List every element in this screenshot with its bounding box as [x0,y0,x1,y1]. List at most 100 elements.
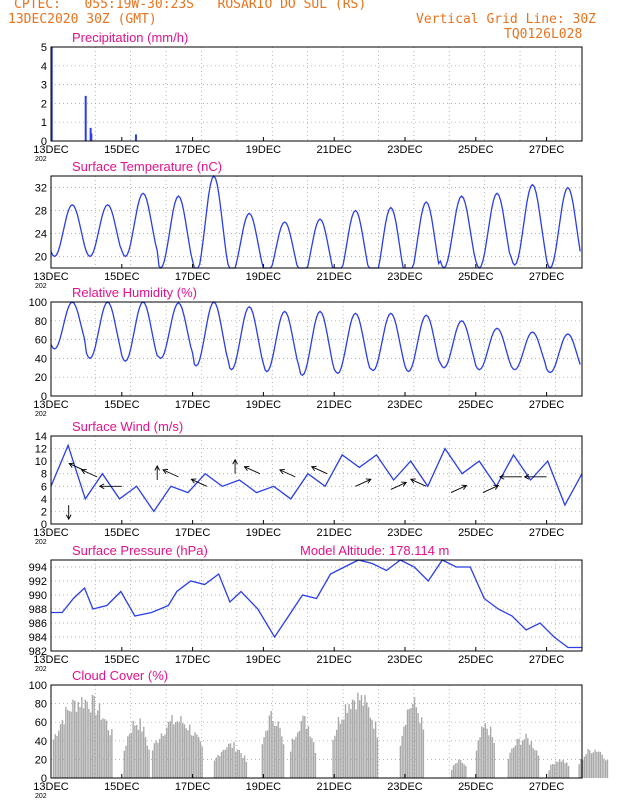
y-tick-label: 0 [41,391,47,403]
cloud-cover-bar [362,705,364,778]
wind-vector [244,466,261,475]
cloud-cover-bar [520,744,522,778]
cloud-cover-bar [217,754,219,778]
precip-bar [90,133,93,141]
cloud-cover-bar [196,734,198,778]
x-tick-label: 23DEC [387,527,423,539]
cloud-cover-bar [261,744,264,778]
cloud-cover-bar [366,702,368,778]
cloud-cover-bar [158,738,161,778]
x-tick-label: 23DEC [387,654,423,666]
y-tick-label: 994 [29,562,47,574]
wind-arrowhead [409,478,416,484]
x-tick-label: 25DEC [458,527,494,539]
y-tick-label: 60 [35,717,47,729]
y-tick-label: 28 [35,206,47,218]
cloud-cover-bar [174,722,177,778]
x-tick-label: 21DEC [316,144,352,156]
cloud-cover-bar [341,719,343,778]
cloud-cover-bar [477,740,479,778]
cloud-cover-bar [601,754,603,778]
cloud-cover-bar [562,759,564,778]
cloud-cover-bar [360,695,363,778]
cloud-cover-bar [215,757,218,778]
x-tick-label: 15DEC [104,144,140,156]
cloud-cover-bar [155,740,157,778]
panel-title: Surface Wind (m/s) [72,419,183,434]
panel-annotation: Model Altitude: 178.114 m [300,543,449,558]
cloud-cover-bar [61,719,64,778]
cloud-cover-bar [153,743,156,778]
cloud-cover-bar [72,699,74,778]
x-tick-label: 27DEC [529,781,565,793]
cloud-cover-bar [412,703,414,778]
header-model-code: TQ0126L028 [504,27,583,42]
cloud-cover-bar [183,724,186,778]
cloud-cover-bar [465,765,467,778]
cloud-cover-bar [314,753,317,778]
cloud-cover-bar [343,719,345,778]
cloud-cover-bar [456,762,458,778]
cloud-cover-bar [226,747,228,778]
cloud-cover-bar [89,712,92,778]
cloud-cover-bar [213,760,216,778]
cloud-cover-bar [373,728,375,778]
cloud-cover-bar [367,707,370,778]
cloud-cover-bar [351,699,354,778]
cloud-cover-bar [532,748,534,778]
x-year-stub: 202 [35,283,47,290]
wind-vector [279,469,296,478]
cloud-cover-bar [406,709,409,778]
cloud-cover-bar [197,737,200,778]
cloud-cover-bar [353,700,356,778]
y-tick-label: 40 [35,736,47,748]
cloud-cover-bar [599,751,602,778]
cloud-cover-bar [270,711,272,778]
cloud-cover-bar [491,737,494,778]
cloud-cover-bar [141,731,143,778]
cloud-cover-bar [228,743,230,778]
cloud-cover-bar [507,759,510,778]
wind-vector [355,478,372,487]
cloud-cover-bar [162,735,164,778]
y-tick-label: 984 [29,632,47,644]
wind-vector [390,482,407,490]
cloud-cover-bar [59,724,62,778]
cloud-cover-bar [134,725,136,778]
cloud-cover-bar [68,711,71,778]
wind-arrowhead [190,478,197,484]
cloud-cover-bar [560,761,563,778]
cloud-cover-bar [523,739,525,778]
header-station: CPTEC: 055:19W-30:23S ROSARIO DO SUL (RS… [14,0,367,12]
cloud-cover-bar [369,717,371,778]
cloud-cover-bar [144,737,147,778]
cloud-cover-bar [518,738,520,778]
wind-arrowhead [154,465,160,471]
x-tick-label: 25DEC [458,654,494,666]
cloud-cover-bar [358,700,361,778]
x-tick-label: 13DEC [33,399,69,411]
cloud-cover-bar [272,721,274,778]
wind-vector [81,469,98,478]
cloud-cover-bar [199,741,202,778]
cloud-cover-bar [166,727,168,778]
cloud-cover-bar [401,735,403,778]
cloud-cover-bar [557,761,559,778]
cloud-cover-bar [580,758,582,778]
cloud-cover-bar [509,752,511,778]
x-tick-label: 15DEC [104,781,140,793]
x-tick-label: 13DEC [33,527,69,539]
x-tick-label: 19DEC [246,144,282,156]
y-tick-label: 988 [29,604,47,616]
cloud-cover-bar [77,701,79,778]
panel-frame [50,46,583,142]
cloud-cover-bar [408,708,410,778]
cloud-cover-bar [364,695,366,778]
cloud-cover-bar [585,754,587,778]
cloud-cover-bar [553,764,556,778]
cloud-cover-bar [54,734,56,778]
wind-vector [450,485,467,493]
x-year-stub: 202 [35,156,47,163]
cloud-cover-bar [224,749,226,778]
x-tick-label: 25DEC [458,781,494,793]
